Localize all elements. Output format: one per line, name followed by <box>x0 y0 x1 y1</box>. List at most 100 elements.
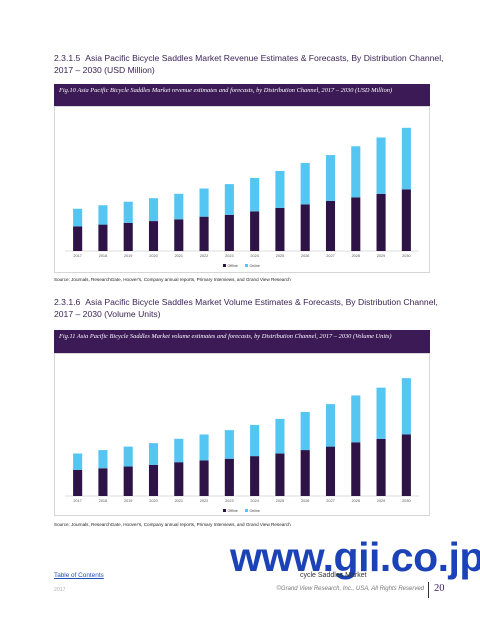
bar-online-2028 <box>351 395 361 443</box>
legend-label-offline: Offline <box>228 509 238 513</box>
x-tick-label: 2026 <box>301 254 309 258</box>
x-tick-label: 2028 <box>352 254 360 258</box>
bar-online-2025 <box>275 170 285 208</box>
bar-online-2029 <box>376 137 386 194</box>
x-tick-label: 2022 <box>200 499 208 503</box>
bar-offline-2023 <box>224 458 234 496</box>
bar-online-2023 <box>224 184 234 215</box>
x-tick-label: 2028 <box>352 499 360 503</box>
bar-offline-2017 <box>73 226 83 251</box>
figure-caption-bar: Fig.10 Asia Pacific Bicycle Saddles Mark… <box>54 84 430 106</box>
section-title-text: Asia Pacific Bicycle Saddles Market Volu… <box>54 297 438 319</box>
legend-swatch-offline <box>223 509 226 512</box>
bar-offline-2030 <box>401 189 411 251</box>
footer-divider <box>428 582 429 598</box>
bar-offline-2028 <box>351 197 361 251</box>
x-tick-label: 2017 <box>73 254 81 258</box>
bar-offline-2027 <box>325 446 336 496</box>
x-tick-label: 2024 <box>250 499 258 503</box>
page-number: 20 <box>434 583 445 594</box>
bar-online-2021 <box>174 193 184 220</box>
x-tick-label: 2021 <box>175 254 183 258</box>
bar-online-2020 <box>148 443 159 465</box>
bar-offline-2020 <box>148 464 159 496</box>
figure-source: Source: Journals, ResearchGate, Hoover's… <box>54 522 291 527</box>
legend-label-online: Online <box>250 509 260 513</box>
x-tick-label: 2020 <box>149 499 157 503</box>
x-tick-label: 2029 <box>377 254 385 258</box>
bar-online-2027 <box>325 404 336 447</box>
bar-online-2019 <box>123 201 133 223</box>
x-tick-label: 2026 <box>301 499 309 503</box>
x-tick-label: 2018 <box>99 254 107 258</box>
bar-offline-2017 <box>73 470 83 496</box>
bar-offline-2030 <box>401 434 411 496</box>
bar-offline-2019 <box>123 466 133 496</box>
x-tick-label: 2021 <box>175 499 183 503</box>
bar-offline-2026 <box>300 450 310 496</box>
bar-online-2017 <box>73 208 83 227</box>
bar-online-2024 <box>250 424 260 457</box>
bar-online-2017 <box>73 453 83 470</box>
footer-copyright: ©Grand View Research, Inc., USA, All Rig… <box>276 586 424 592</box>
bar-online-2027 <box>325 155 336 201</box>
bar-online-2029 <box>376 387 386 439</box>
bar-online-2018 <box>98 450 108 469</box>
bar-online-2030 <box>401 378 411 435</box>
bar-online-2025 <box>275 418 285 454</box>
bar-offline-2025 <box>275 207 285 251</box>
bar-offline-2023 <box>224 214 234 251</box>
bar-offline-2026 <box>300 204 310 251</box>
bar-online-2026 <box>300 163 310 205</box>
bar-offline-2025 <box>275 453 285 496</box>
legend-swatch-online <box>245 264 248 267</box>
bar-offline-2018 <box>98 468 108 496</box>
footer-report-name: cycle Saddles Market <box>300 572 367 579</box>
bar-offline-2020 <box>148 221 159 251</box>
bar-online-2024 <box>250 177 260 212</box>
volume-chart-svg: 2017 2018 2019 2020 2021 2022 2023 2024 2025 2026… <box>65 378 419 513</box>
figure-caption-bar: Fig.11 Asia Pacific Bicycle Saddles Mark… <box>54 330 430 353</box>
x-tick-label: 2025 <box>276 254 284 258</box>
bar-offline-2019 <box>123 222 133 251</box>
bar-online-2022 <box>199 434 209 461</box>
bar-online-2023 <box>224 430 234 459</box>
x-tick-label: 2029 <box>377 499 385 503</box>
bar-offline-2018 <box>98 224 108 251</box>
x-tick-label: 2019 <box>124 254 132 258</box>
x-tick-label: 2017 <box>73 499 81 503</box>
x-tick-label: 2018 <box>99 499 107 503</box>
x-tick-label: 2024 <box>250 254 258 258</box>
x-tick-label: 2019 <box>124 499 132 503</box>
bar-offline-2027 <box>325 200 336 251</box>
x-tick-label: 2025 <box>276 499 284 503</box>
section-number: 2.3.1.5 <box>54 53 81 63</box>
x-tick-label: 2023 <box>225 499 233 503</box>
revenue-chart: 2017 2018 2019 2020 2021 2022 2023 2024 2025 2026… <box>54 106 430 273</box>
x-tick-label: 2027 <box>326 254 334 258</box>
bar-online-2028 <box>351 146 361 198</box>
x-tick-label: 2023 <box>225 254 233 258</box>
footer-year: 2017 <box>54 587 66 593</box>
x-tick-label: 2030 <box>402 254 410 258</box>
legend-label-offline: Offline <box>228 264 238 268</box>
bar-online-2030 <box>401 127 411 190</box>
watermark: www.gii.co.jp <box>230 534 480 580</box>
x-tick-label: 2022 <box>200 254 208 258</box>
bar-online-2026 <box>300 411 310 451</box>
volume-chart: 2017 2018 2019 2020 2021 2022 2023 2024 2025 2026… <box>54 353 430 516</box>
x-tick-label: 2020 <box>149 254 157 258</box>
section-heading-revenue: 2.3.1.5 Asia Pacific Bicycle Saddles Mark… <box>54 52 444 76</box>
bar-offline-2022 <box>199 460 209 496</box>
figure-source: Source: Journals, ResearchGate, Hoover's… <box>54 277 291 282</box>
bar-online-2019 <box>123 446 133 467</box>
x-tick-label: 2027 <box>326 499 334 503</box>
bar-offline-2024 <box>250 211 260 251</box>
bar-offline-2028 <box>351 442 361 496</box>
section-number: 2.3.1.6 <box>54 297 81 307</box>
table-of-contents-link[interactable]: Table of Contents <box>54 572 104 579</box>
revenue-chart-svg: 2017 2018 2019 2020 2021 2022 2023 2024 2025 2026… <box>65 127 419 268</box>
bar-offline-2024 <box>250 456 260 496</box>
section-title-text: Asia Pacific Bicycle Saddles Market Reve… <box>54 53 444 75</box>
